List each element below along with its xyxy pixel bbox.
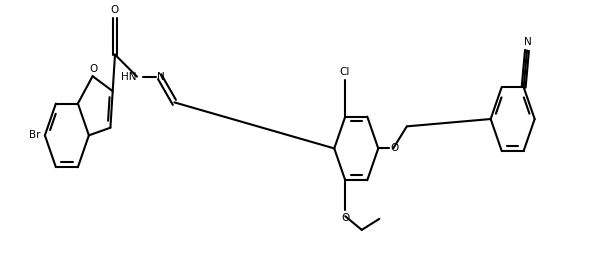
Text: O: O	[89, 64, 97, 74]
Text: Cl: Cl	[339, 67, 350, 77]
Text: O: O	[341, 213, 349, 223]
Text: N: N	[156, 72, 164, 82]
Text: N: N	[524, 37, 532, 47]
Text: O: O	[111, 5, 119, 15]
Text: HN: HN	[121, 72, 136, 82]
Text: O: O	[390, 143, 399, 153]
Text: Br: Br	[30, 130, 41, 140]
